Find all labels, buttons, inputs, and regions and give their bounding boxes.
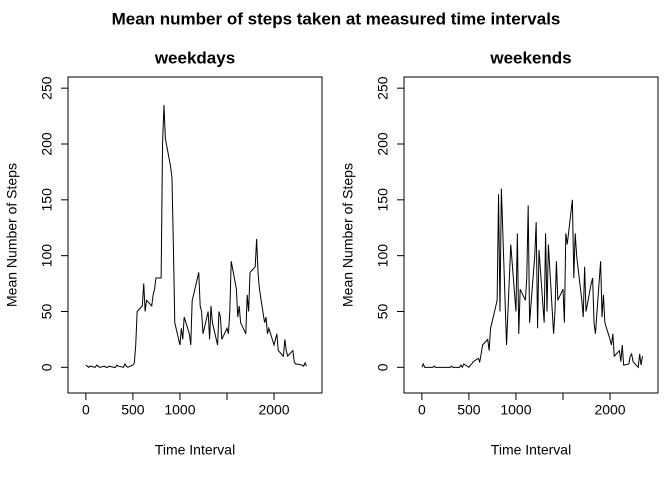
x-axis-label: Time Interval [491, 442, 571, 458]
panel-title: weekdays [154, 48, 235, 67]
x-tick-label: 500 [457, 402, 481, 418]
x-tick-label: 1000 [164, 402, 195, 418]
x-axis-label: Time Interval [155, 442, 235, 458]
y-tick-label: 250 [39, 76, 55, 100]
y-tick-label: 250 [375, 76, 391, 100]
x-tick-label: 1000 [500, 402, 531, 418]
x-tick-label: 0 [82, 402, 90, 418]
plot-box [67, 76, 323, 394]
y-axis-label: Mean Number of Steps [340, 163, 356, 307]
y-axis-label: Mean Number of Steps [4, 163, 20, 307]
data-line [421, 188, 643, 369]
y-tick-label: 200 [39, 132, 55, 156]
y-tick-label: 0 [375, 363, 391, 371]
panel-title: weekends [489, 48, 571, 67]
y-tick-label: 100 [375, 244, 391, 268]
y-tick-label: 150 [375, 188, 391, 212]
x-tick-label: 2000 [594, 402, 625, 418]
x-tick-label: 2000 [258, 402, 289, 418]
x-tick-label: 0 [418, 402, 426, 418]
y-tick-label: 50 [39, 303, 55, 319]
plot-box [403, 76, 659, 394]
y-tick-label: 200 [375, 132, 391, 156]
y-tick-label: 0 [39, 363, 55, 371]
y-tick-label: 100 [39, 244, 55, 268]
x-tick-label: 500 [121, 402, 145, 418]
data-line [85, 104, 307, 368]
y-tick-label: 150 [39, 188, 55, 212]
figure-title: Mean number of steps taken at measured t… [112, 9, 561, 28]
y-tick-label: 50 [375, 303, 391, 319]
